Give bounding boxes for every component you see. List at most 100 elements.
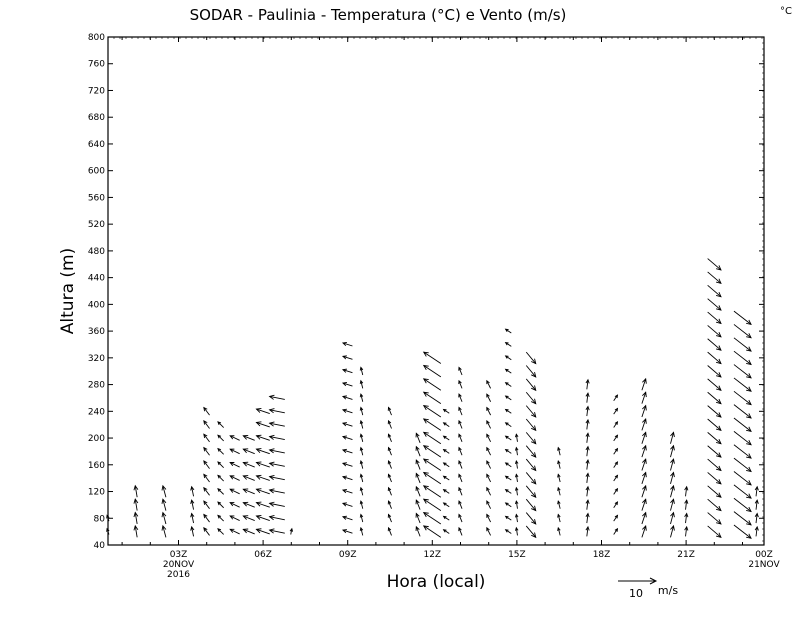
wind-vector-head: [531, 465, 537, 472]
wind-vector-head: [203, 486, 208, 492]
wind-vector-head: [442, 475, 447, 480]
wind-vector: [525, 432, 537, 445]
wind-vector-head: [531, 438, 537, 445]
wind-vector-head: [387, 446, 392, 451]
wind-vector: [486, 474, 492, 483]
x-tick-label: 15Z: [508, 550, 526, 560]
wind-vector-head: [442, 462, 447, 466]
wind-vector: [525, 485, 537, 498]
wind-vector: [685, 486, 688, 497]
wind-vector: [256, 435, 270, 441]
wind-vector: [217, 488, 224, 495]
wind-vector-head: [585, 472, 590, 478]
wind-vector: [134, 512, 138, 525]
wind-vector: [229, 462, 240, 468]
x-tick-label: 21Z: [677, 550, 695, 560]
wind-vector-head: [642, 471, 647, 478]
wind-vector-head: [387, 500, 392, 505]
wind-vector: [203, 447, 210, 456]
wind-vector: [342, 369, 353, 374]
wind-vector: [342, 502, 353, 507]
wind-vector: [162, 525, 167, 538]
wind-vector: [203, 420, 210, 429]
wind-vector-head: [255, 461, 262, 467]
wind-vector: [586, 406, 589, 417]
wind-vector: [229, 435, 240, 441]
wind-vector: [707, 485, 722, 498]
wind-vector: [505, 502, 512, 508]
wind-vector: [613, 434, 618, 442]
wind-vector-head: [486, 393, 490, 398]
wind-vector-head: [415, 445, 420, 451]
wind-vector: [525, 458, 537, 471]
wind-vector-head: [442, 448, 447, 453]
wind-vector-head: [746, 359, 752, 366]
wind-vector: [505, 382, 512, 387]
wind-vector: [256, 475, 270, 481]
wind-vector-head: [229, 448, 235, 453]
wind-vector: [505, 409, 512, 414]
wind-vector: [423, 458, 442, 471]
wind-vector: [243, 475, 255, 481]
wind-vector: [641, 512, 647, 525]
wind-vector-head: [684, 485, 689, 491]
wind-vector: [557, 474, 561, 483]
wind-vector-head: [746, 426, 752, 432]
wind-vector-head: [458, 419, 462, 425]
wind-vector: [415, 446, 421, 457]
wind-vector-head: [716, 505, 722, 512]
wind-vector-head: [754, 512, 759, 518]
wind-vector-head: [387, 406, 392, 411]
wind-vector-head: [133, 511, 139, 518]
wind-vector-head: [268, 515, 275, 521]
wind-vector: [415, 433, 421, 443]
wind-vector-head: [341, 515, 347, 520]
wind-vector-head: [458, 513, 462, 518]
wind-vector: [733, 457, 752, 472]
wind-vector-head: [531, 532, 537, 539]
wind-vector: [256, 408, 270, 415]
wind-vector: [415, 499, 421, 510]
wind-vector-head: [268, 434, 275, 440]
wind-vector-head: [754, 499, 759, 504]
wind-vector-head: [514, 446, 519, 451]
wind-vector: [486, 447, 492, 456]
wind-vector: [423, 351, 442, 364]
wind-vector: [415, 473, 421, 484]
wind-vector-head: [242, 461, 249, 467]
x-tick-label: 18Z: [593, 550, 611, 560]
wind-vector-head: [642, 484, 647, 491]
wind-vector-head: [422, 391, 429, 397]
y-tick-label: 480: [88, 247, 105, 257]
wind-vector-head: [422, 498, 429, 504]
wind-vector: [458, 434, 463, 443]
wind-vector-head: [190, 485, 195, 491]
wind-vector-head: [458, 473, 462, 478]
wind-vector-head: [217, 528, 222, 532]
wind-vector-head: [133, 524, 139, 531]
wind-vector-head: [716, 479, 722, 485]
wind-vector: [486, 500, 492, 509]
wind-vector: [243, 528, 255, 535]
wind-vector: [229, 475, 240, 481]
x-tick-sublabel: 2016: [167, 570, 190, 580]
wind-vector: [203, 514, 210, 523]
y-tick-label: 120: [88, 488, 105, 498]
wind-vector: [486, 420, 492, 429]
wind-vector: [707, 445, 722, 458]
wind-vector-head: [585, 459, 590, 464]
wind-vector: [256, 448, 270, 455]
wind-vector: [515, 447, 518, 456]
reference-vector-value: 10: [629, 587, 643, 600]
wind-vector: [342, 449, 353, 454]
wind-vector-head: [387, 433, 392, 438]
y-tick-label: 40: [94, 541, 106, 551]
wind-vector: [217, 421, 224, 428]
wind-vector: [557, 514, 561, 523]
wind-vector-head: [341, 355, 347, 360]
y-tick-label: 400: [88, 300, 105, 310]
wind-vector: [217, 461, 224, 468]
wind-vector: [388, 514, 392, 523]
wind-vector: [458, 367, 463, 376]
wind-vector: [670, 512, 674, 525]
